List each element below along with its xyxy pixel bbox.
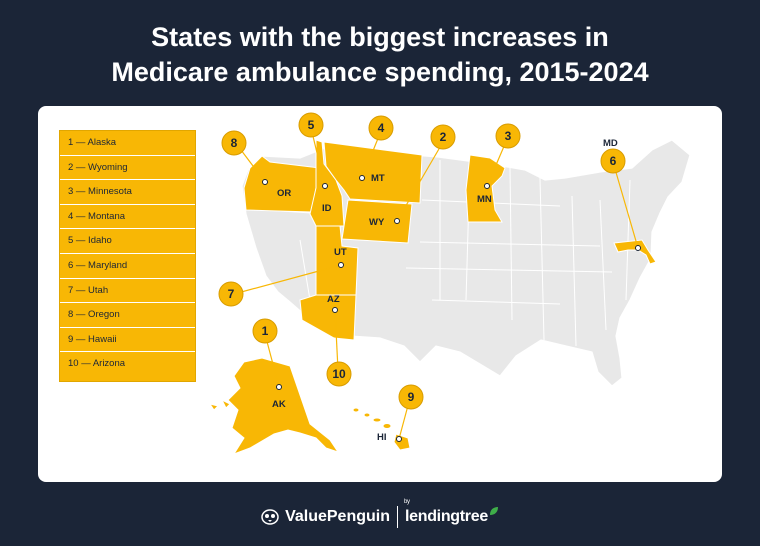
legend-item: 7 — Utah — [60, 279, 195, 304]
state-montana — [323, 141, 423, 204]
label-mn: MN — [477, 194, 492, 205]
marker-or-rank: 8 — [231, 136, 238, 150]
ranking-legend: 1 — Alaska 2 — Wyoming 3 — Minnesota 4 —… — [59, 130, 196, 382]
state-hawaii-island-3 — [372, 417, 382, 423]
marker-ak-rank: 1 — [262, 324, 269, 338]
state-hawaii-island-1 — [352, 407, 360, 413]
by-label: by — [403, 499, 410, 505]
highlighted-states — [208, 139, 657, 455]
penguin-logo-icon — [261, 509, 279, 525]
legend-item: 2 — Wyoming — [60, 156, 195, 181]
marker-ut-rank: 7 — [228, 287, 235, 301]
state-hawaii-island-2 — [363, 412, 371, 418]
lendingtree-wordmark: lendingtree — [404, 508, 488, 525]
legend-item: 8 — Oregon — [60, 303, 195, 328]
legend-item: 6 — Maryland — [60, 254, 195, 279]
footer-logos: ValuePenguin by lendingtree — [0, 499, 760, 532]
anchor-dots — [262, 175, 641, 442]
label-wy: WY — [369, 217, 385, 228]
state-alaska-island-2 — [208, 403, 219, 411]
label-ak: AK — [272, 399, 286, 410]
marker-az: 10 — [326, 361, 352, 387]
state-alaska-island-1 — [220, 398, 231, 409]
label-az: AZ — [327, 294, 340, 305]
lendingtree-logo: by lendingtree — [404, 499, 488, 526]
marker-md-rank: 6 — [610, 154, 617, 168]
legend-item: 5 — Idaho — [60, 229, 195, 254]
marker-mn-rank: 3 — [505, 129, 512, 143]
legend-item: 9 — Hawaii — [60, 328, 195, 353]
marker-az-rank: 10 — [332, 367, 346, 381]
state-hawaii-big-island — [393, 433, 411, 451]
label-mt: MT — [371, 173, 385, 184]
legend-item: 3 — Minnesota — [60, 180, 195, 205]
marker-wy: 2 — [430, 124, 456, 150]
title-line-1: States with the biggest increases in — [151, 22, 609, 52]
legend-item: 10 — Arizona — [68, 358, 126, 370]
chart-title: States with the biggest increases in Med… — [0, 20, 760, 90]
marker-id-rank: 5 — [308, 118, 315, 132]
leaf-icon — [489, 507, 498, 515]
marker-hi-rank: 9 — [408, 390, 415, 404]
marker-ak: 1 — [252, 318, 278, 344]
map-card: OR ID MT WY UT AZ MN MD AK HI — [38, 106, 722, 482]
label-ut: UT — [334, 247, 347, 258]
marker-md: 6 — [600, 148, 626, 174]
label-hi: HI — [377, 432, 387, 443]
marker-hi: 9 — [398, 384, 424, 410]
label-id: ID — [322, 203, 332, 214]
legend-item: 4 — Montana — [60, 205, 195, 230]
legend-item: 1 — Alaska — [60, 131, 195, 156]
marker-or: 8 — [221, 130, 247, 156]
marker-mt-rank: 4 — [378, 121, 385, 135]
marker-wy-rank: 2 — [440, 130, 447, 144]
logo-divider — [396, 506, 398, 528]
marker-id: 5 — [298, 112, 324, 138]
label-md: MD — [603, 138, 618, 149]
state-alaska — [227, 357, 340, 455]
rank-markers: 8 5 4 2 3 — [218, 112, 626, 410]
title-line-2: Medicare ambulance spending, 2015-2024 — [111, 57, 649, 87]
marker-mt: 4 — [368, 115, 394, 141]
state-labels: OR ID MT WY UT AZ MN MD AK HI — [272, 138, 618, 443]
us-map: OR ID MT WY UT AZ MN MD AK HI — [208, 112, 691, 455]
valuepenguin-logo: ValuePenguin — [285, 508, 390, 525]
state-maryland — [613, 239, 657, 265]
state-hawaii-island-4 — [382, 423, 392, 429]
marker-mn: 3 — [495, 123, 521, 149]
state-arizona — [299, 294, 357, 341]
marker-ut: 7 — [218, 281, 244, 307]
label-or: OR — [277, 188, 291, 199]
state-wyoming — [341, 199, 413, 244]
